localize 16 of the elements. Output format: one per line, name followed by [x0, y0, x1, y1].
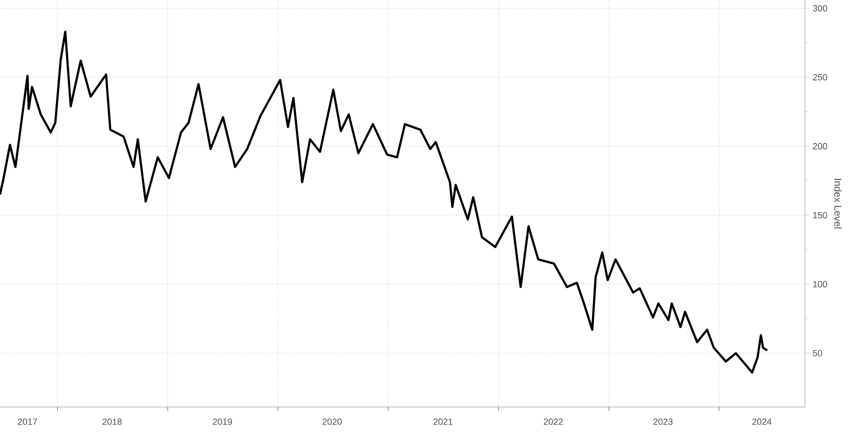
y-tick-label: 50 [812, 350, 822, 356]
x-tick-label: 2024 [752, 418, 772, 425]
line-series [0, 30, 768, 374]
y-tick-label: 100 [813, 281, 828, 288]
x-tick-label: 2019 [212, 418, 232, 425]
x-tick-label: 2020 [322, 418, 342, 425]
x-tick-label: 2021 [433, 418, 453, 425]
y-tick-label: 300 [812, 5, 828, 12]
x-tick-label: 2022 [544, 418, 563, 425]
x-tick-label: 2017 [18, 418, 38, 425]
x-tick-label: 2023 [653, 418, 673, 425]
y-tick-label: 200 [812, 143, 828, 150]
y-axis-title: Index Level [834, 178, 842, 228]
y-tick-label: 250 [812, 74, 828, 80]
x-tick-label: 2018 [102, 418, 122, 425]
y-tick-label: 150 [813, 212, 828, 218]
